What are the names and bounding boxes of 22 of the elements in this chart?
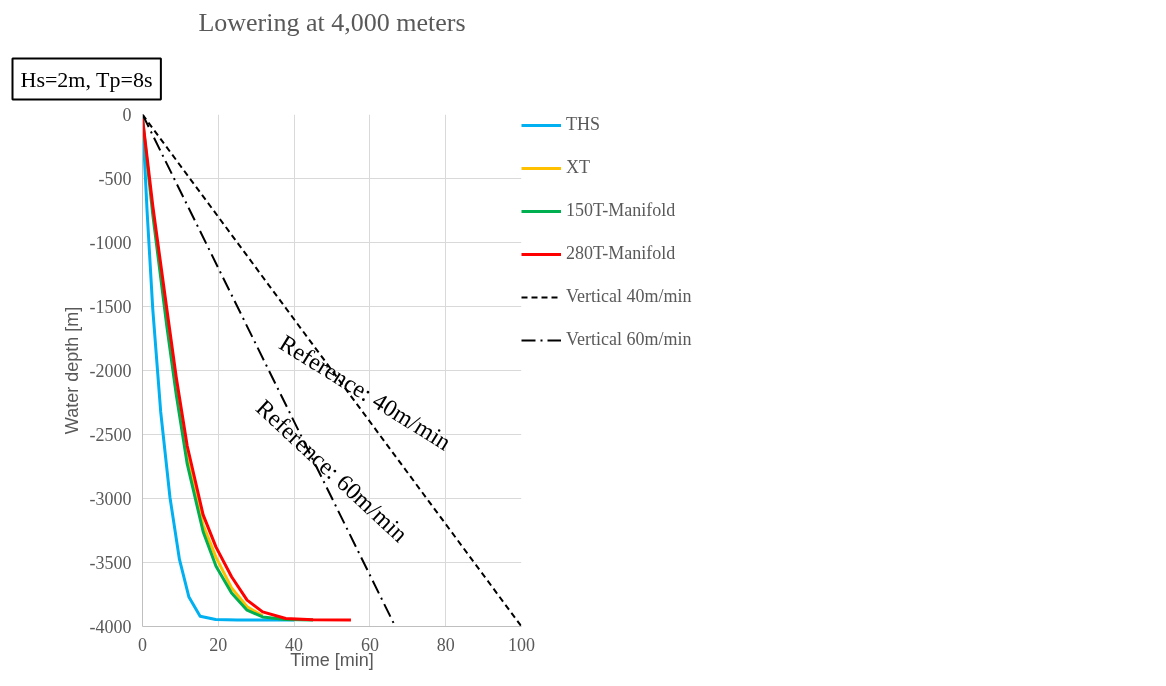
x-tick-label: 0 [138, 634, 147, 655]
legend-label: 280T-Manifold [566, 243, 677, 264]
y-tick-label: 0 [122, 105, 132, 125]
y-tick-label: -1500 [89, 297, 132, 317]
text: Hs=2m, Tp=8s [20, 66, 153, 92]
legend-label: Vertical 60m/min [566, 329, 693, 350]
y-axis-title: Water depth [m] [61, 306, 82, 435]
y-tick-label: -1000 [89, 233, 132, 253]
y-tick-label: -2000 [89, 361, 132, 381]
x-tick-label: 80 [436, 634, 455, 655]
x-tick-label: 100 [508, 634, 535, 655]
y-tick-label: -3500 [89, 553, 132, 573]
legend-label: Vertical 40m/min [566, 286, 693, 307]
legend-label: XT [566, 157, 591, 178]
y-tick-label: -2500 [89, 425, 132, 445]
legend-label: THS [566, 114, 601, 135]
y-tick-label: -500 [98, 169, 132, 189]
y-tick-label: -3000 [89, 489, 132, 509]
y-tick-label: -4000 [89, 617, 132, 637]
legend-label: 150T-Manifold [566, 200, 677, 221]
x-tick-label: 20 [209, 634, 228, 655]
chart-title: Lowering at 4,000 meters [198, 7, 466, 37]
